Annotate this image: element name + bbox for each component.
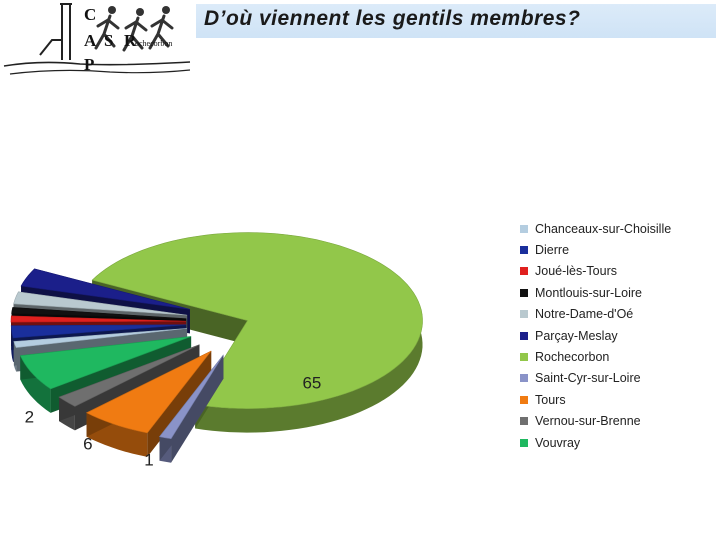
pie-slice-edge <box>59 344 200 422</box>
pie-slice-top <box>158 354 224 440</box>
legend-label: Parçay-Meslay <box>535 328 618 343</box>
logo-letter-s: S <box>104 31 114 50</box>
legend-swatch <box>520 267 528 276</box>
pie-slice-top <box>10 315 187 323</box>
legend-item-dierre: Dierre <box>520 239 715 260</box>
legend-swatch <box>520 395 528 404</box>
pie-slice-top <box>91 232 423 409</box>
logo-letter-p: P <box>84 55 95 74</box>
legend-label: Saint-Cyr-sur-Loire <box>535 371 641 386</box>
legend-label: Chanceaux-sur-Choisille <box>535 221 672 236</box>
legend-item-rochecorbon: Rochecorbon <box>520 346 715 367</box>
pie-slice-top <box>85 350 212 434</box>
pie-slice-edge <box>159 354 224 461</box>
legend-swatch <box>520 374 528 383</box>
legend-label: Vouvray <box>535 435 581 450</box>
legend-item-saint-cyr-sur-loire: Saint-Cyr-sur-Loire <box>520 368 715 389</box>
legend-swatch <box>520 353 528 362</box>
pie-slice-top <box>11 307 187 320</box>
legend-swatch <box>520 246 528 255</box>
legend-label: Vernou-sur-Brenne <box>535 414 641 429</box>
legend-swatch <box>520 417 528 426</box>
logo-graphic <box>3 3 191 75</box>
data-label-vernou-sur-brenne: 2 <box>25 407 34 426</box>
legend-item-vernou-sur-brenne: Vernou-sur-Brenne <box>520 411 715 432</box>
legend-item-tours: Tours <box>520 389 715 410</box>
pie-slice-top <box>13 328 187 348</box>
legend-item-vouvray: Vouvray <box>520 432 715 453</box>
club-logo: C A S R ochecorbon P <box>0 0 196 88</box>
legend-label: Joué-lès-Tours <box>535 264 617 279</box>
legend-item-notre-dame-d-oe: Notre-Dame-d'Oé <box>520 304 715 325</box>
legend-item-montlouis-sur-loire: Montlouis-sur-Loire <box>520 282 715 303</box>
legend-swatch <box>520 310 528 319</box>
legend-item-joue-les-tours: Joué-lès-Tours <box>520 261 715 282</box>
data-label-saint-cyr-sur-loire: 1 <box>144 450 153 469</box>
pie-slice-top <box>10 324 187 339</box>
pie-slice-top <box>19 336 192 390</box>
data-label-rochecorbon: 65 <box>302 373 321 392</box>
pie-slice-top <box>20 268 190 310</box>
logo-letter-r: R <box>124 31 137 50</box>
legend-label: Montlouis-sur-Loire <box>535 285 642 300</box>
pie-slice-top <box>58 344 200 407</box>
legend-swatch <box>520 224 528 233</box>
title-bar <box>196 4 716 38</box>
logo-letter-a: A <box>84 31 97 50</box>
legend-swatch <box>520 438 528 447</box>
legend-label: Dierre <box>535 243 570 258</box>
logo-small-text: ochecorbon <box>135 39 173 48</box>
logo-letter-c: C <box>84 5 97 24</box>
pie-slice-saint-cyr-sur-loire <box>158 354 224 463</box>
data-label-tours: 6 <box>83 434 92 453</box>
legend-swatch <box>520 288 528 297</box>
chart-legend: Chanceaux-sur-Choisille Dierre Joué-lès-To… <box>520 218 715 453</box>
pie-slice-top <box>13 291 188 316</box>
page-title: D’où viennent les gentils membres? <box>204 7 581 30</box>
legend-swatch <box>520 331 528 340</box>
legend-label: Tours <box>535 392 566 407</box>
legend-label: Rochecorbon <box>535 350 610 365</box>
legend-label: Notre-Dame-d'Oé <box>535 307 634 322</box>
legend-item-parcay-meslay: Parçay-Meslay <box>520 325 715 346</box>
pie-slice-tours <box>85 350 212 457</box>
legend-item-chanceaux-sur-choisille: Chanceaux-sur-Choisille <box>520 218 715 239</box>
